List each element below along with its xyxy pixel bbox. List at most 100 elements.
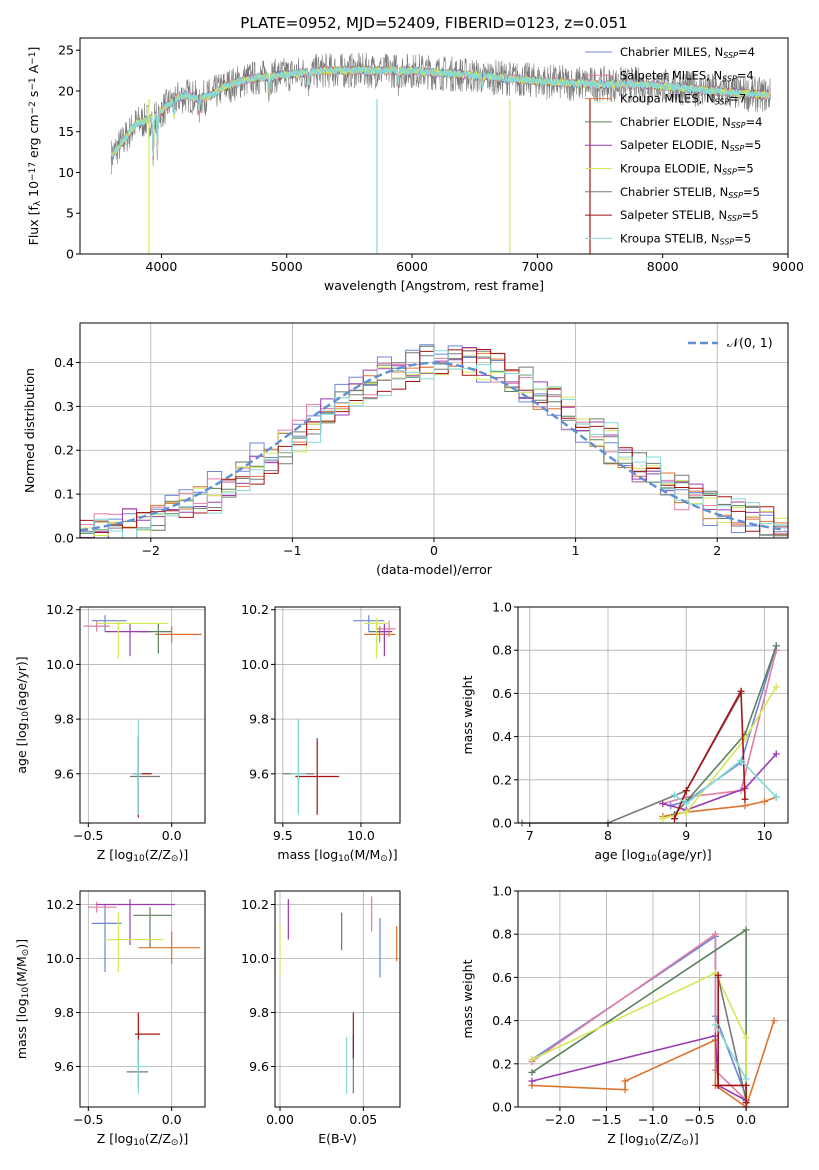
y-tick-label: 0.4 (54, 355, 74, 370)
x-tick-label: 7 (526, 828, 534, 843)
marker-kroupa_stelib (682, 800, 690, 808)
point-chabrier_miles (91, 904, 122, 972)
marker-chabrier_elodie (742, 926, 750, 934)
plot-area-residuals (79, 344, 788, 539)
x-tick-label: 9 (682, 828, 690, 843)
marker-kroupa_stelib (711, 1021, 719, 1029)
y-axis-label: mass weight (460, 959, 475, 1038)
panel-age_vs_Z: −0.5 0.0 9.6 9.8 10.0 10.2 Z [log10(Z/Z⊙)] age … (14, 602, 206, 864)
y-tick-label: 0.4 (492, 729, 512, 744)
marker-salpeter_stelib (742, 1081, 750, 1089)
legend-spectrum: Chabrier MILES, NSSP=4 Salpeter MILES, NS… (585, 45, 762, 246)
spectrum-chabrier_stelib (111, 52, 771, 175)
y-tick-label: 0.2 (492, 1056, 512, 1071)
x-tick-label: −0.5 (73, 1112, 103, 1127)
point-salpeter_stelib (295, 738, 340, 815)
x-axis-label: (data-model)/error (376, 562, 493, 577)
marker-salpeter_elodie (772, 750, 780, 758)
point-salpeter_elodie (376, 623, 393, 657)
marker-kroupa_stelib (671, 791, 679, 799)
x-tick-label: −0.5 (684, 1112, 714, 1127)
y-tick-label: 0.2 (492, 772, 512, 787)
marker-chabrier_elodie (528, 1068, 536, 1076)
y-tick-label: 10.0 (46, 657, 74, 672)
y-axis-label: age [log10(age/yr)] (14, 656, 31, 773)
x-tick-label: 10.0 (347, 828, 375, 843)
y-tick-label: 1.0 (492, 884, 512, 899)
series-kroupa_elodie (531, 972, 747, 1097)
series-chabrier_elodie (673, 645, 778, 815)
marker-kroupa_elodie (659, 815, 667, 823)
marker-salpeter_stelib (671, 815, 679, 823)
panel-mass_weight_vs_age: 7 8 9 10 0.0 0.2 0.4 0.6 0.8 1.0 age [log10(age/yr… (460, 600, 789, 864)
x-tick-label: 4000 (146, 259, 178, 274)
legend-label-chabrier_stelib: Chabrier STELIB, NSSP=5 (620, 185, 760, 200)
marker-salpeter_miles (711, 930, 719, 938)
panel-mass_weight_vs_Z: −2.0 −1.5 −1.0 −0.5 0.0 0.0 0.2 0.4 0.6 0.8 1.0 Z [… (460, 884, 789, 1148)
y-tick-label: 0.0 (54, 531, 74, 546)
marker-kroupa_miles (761, 797, 769, 805)
plot-area-age_vs_Z (83, 615, 202, 818)
x-axis-label: Z [log10(Z/Z⊙)] (97, 1131, 188, 1148)
x-tick-label: −1.5 (591, 1112, 621, 1127)
marker-kroupa_stelib (737, 756, 745, 764)
panel-age_vs_mass: 9.5 10.0 9.6 9.8 10.0 10.2 mass [log10(M/M⊙)] (241, 602, 401, 864)
plot-area-mass_weight_vs_age (518, 642, 780, 827)
point-chabrier_elodie (138, 623, 172, 654)
y-tick-label: 9.8 (249, 712, 269, 727)
x-axis-label: age [log10(age/yr)] (594, 847, 711, 864)
y-axis-label: mass weight (460, 675, 475, 754)
y-tick-label: 0.0 (492, 816, 512, 831)
marker-salpeter_elodie (659, 800, 667, 808)
marker-salpeter_stelib (742, 1099, 750, 1107)
x-tick-label: −2.0 (545, 1112, 575, 1127)
y-tick-label: 10.2 (46, 602, 74, 617)
panel-mass_vs_Z: −0.5 0.0 9.6 9.8 10.0 10.2 Z [log10(Z/Z⊙)] mass… (14, 890, 206, 1148)
marker-kroupa_elodie (682, 808, 690, 816)
x-tick-label: 0.05 (349, 1112, 377, 1127)
legend-label-kroupa_elodie: Kroupa ELODIE, NSSP=5 (620, 162, 754, 177)
legend-label-kroupa_stelib: Kroupa STELIB, NSSP=5 (620, 231, 751, 246)
legend-label-salpeter_stelib: Salpeter STELIB, NSSP=5 (620, 208, 759, 223)
y-tick-label: 0.2 (54, 443, 74, 458)
axes-frame (274, 606, 401, 824)
plot-area-spectrum (110, 52, 771, 254)
y-tick-label: 9.6 (54, 766, 74, 781)
y-tick-label: 0.6 (492, 686, 512, 701)
point-kroupa_stelib (290, 719, 307, 815)
x-tick-label: −0.5 (73, 828, 103, 843)
x-tick-label: 0.0 (162, 1112, 182, 1127)
x-tick-label: 0 (430, 543, 438, 558)
panel-mass_vs_EBV: 0.00 0.05 9.6 9.8 10.0 10.2 E(B-V) (241, 890, 401, 1146)
y-tick-label: 0.0 (492, 1100, 512, 1115)
plot-area-age_vs_mass (282, 615, 396, 815)
point-kroupa_elodie (105, 912, 164, 972)
y-tick-label: 0.8 (492, 643, 512, 658)
axes-frame (79, 606, 206, 824)
marker-salpeter_stelib (682, 787, 690, 795)
gaussian-curve (79, 361, 786, 532)
y-tick-label: 0.6 (492, 970, 512, 985)
y-axis-label: mass [log10(M/M⊙)] (14, 939, 31, 1059)
series-salpeter_miles (662, 650, 778, 805)
series-salpeter_elodie (531, 1034, 747, 1102)
y-tick-label: 9.8 (54, 712, 74, 727)
point-kroupa_stelib (135, 1039, 147, 1094)
x-tick-label: −1 (283, 543, 301, 558)
point-kroupa_miles (364, 626, 396, 643)
point-kroupa_miles (138, 931, 200, 964)
x-tick-label: 9000 (772, 259, 804, 274)
y-tick-label: 9.6 (249, 1059, 269, 1074)
y-tick-label: 9.6 (249, 766, 269, 781)
point-salpeter_elodie (96, 899, 175, 945)
marker-salpeter_elodie (528, 1077, 536, 1085)
series-kroupa_stelib (714, 1024, 747, 1080)
x-tick-label: 1 (572, 543, 580, 558)
x-tick-label: 0.0 (162, 828, 182, 843)
x-axis-label: mass [log10(M/M⊙)] (277, 847, 397, 864)
plot-area-mass_vs_Z (88, 899, 200, 1094)
y-tick-label: 1.0 (492, 600, 512, 615)
x-axis-label: E(B-V) (318, 1131, 357, 1146)
y-tick-label: 10.0 (46, 951, 74, 966)
y-tick-label: 10 (58, 165, 74, 180)
